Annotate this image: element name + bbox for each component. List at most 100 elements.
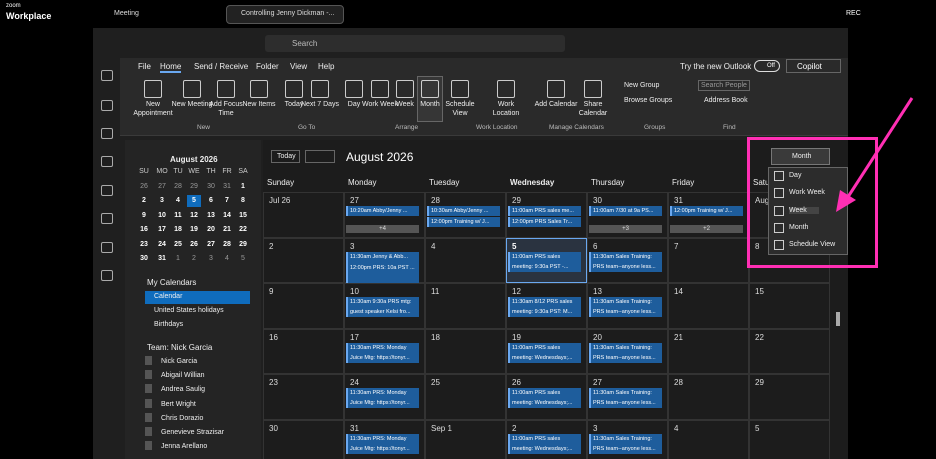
meeting-label[interactable]: Meeting (114, 10, 139, 17)
day-cell[interactable] (587, 192, 668, 238)
day-cell[interactable] (263, 374, 344, 420)
event[interactable]: 10:30am Abby/Jenny ... (427, 206, 500, 216)
calendar-item[interactable]: Andrea Saulig (145, 384, 205, 394)
menu-tab[interactable]: Folder (256, 62, 279, 71)
mini-day[interactable]: 30 (207, 183, 215, 190)
event[interactable]: 11:00am PRS sales meeting: 9:30a PST -..… (508, 251, 581, 272)
ribbon-button[interactable]: New Items (242, 101, 276, 108)
ribbon-small[interactable]: Search People (698, 80, 750, 91)
ribbon-small[interactable]: Address Book (704, 97, 748, 104)
ribbon-button[interactable]: Add Focus Time (209, 101, 243, 117)
view-dropdown[interactable]: Month (771, 148, 830, 165)
day-cell[interactable] (587, 237, 668, 283)
day-cell[interactable] (263, 283, 344, 329)
mini-day[interactable]: 28 (223, 240, 231, 248)
ribbon-button[interactable]: Day (347, 101, 361, 108)
calendar-item[interactable]: United States holidays (154, 307, 224, 314)
event[interactable]: 11:30am PRS: Monday Juice Mtg: https://t… (346, 342, 419, 363)
event[interactable]: 12:00pm PRS: 10a PST ... (346, 262, 419, 283)
mini-day[interactable]: 2 (142, 197, 146, 205)
day-cell[interactable] (749, 374, 830, 420)
menu-tab[interactable]: Help (318, 62, 335, 71)
search-box[interactable] (265, 35, 565, 52)
event[interactable]: 10:20am Abby/Jenny ... (346, 206, 419, 216)
mini-day[interactable]: 5 (241, 255, 245, 262)
nav-icon[interactable] (101, 156, 113, 167)
event[interactable]: 11:00am PRS sales meeting: Wednesdays;..… (508, 342, 581, 363)
day-cell[interactable] (587, 328, 668, 374)
day-cell[interactable] (506, 192, 587, 238)
mini-day[interactable]: 24 (158, 240, 166, 248)
mini-day[interactable]: 21 (223, 226, 231, 234)
mini-day[interactable]: 20 (207, 226, 215, 234)
ribbon-small[interactable]: Browse Groups (624, 97, 673, 104)
day-cell[interactable] (344, 283, 425, 329)
event[interactable]: 12:00pm Training w/ J... (670, 206, 743, 216)
more-events[interactable]: +2 (670, 225, 743, 233)
ribbon-button[interactable]: Week (396, 101, 414, 108)
calendar-item[interactable]: Chris Dorazio (145, 412, 203, 422)
mini-day[interactable]: 11 (174, 211, 182, 219)
mini-day[interactable]: 27 (207, 240, 215, 248)
event[interactable]: 11:30am Sales Training: PRS team--anyone… (589, 297, 662, 317)
day-cell[interactable] (344, 419, 425, 459)
day-cell[interactable] (425, 328, 506, 374)
nav-icon[interactable] (101, 70, 113, 81)
mini-day[interactable]: 3 (160, 197, 164, 205)
day-cell[interactable] (344, 374, 425, 420)
mini-day[interactable]: 3 (209, 255, 213, 262)
day-cell[interactable] (668, 374, 749, 420)
mini-day[interactable]: 1 (176, 255, 180, 262)
event[interactable]: 11:00am PRS sales meeting: Wednesdays;..… (508, 433, 581, 454)
event[interactable]: 11:00am 7/30 at 9a PS... (589, 206, 662, 216)
event[interactable]: 11:30am Sales Training: PRS team--anyone… (589, 433, 662, 454)
view-menu-item[interactable]: Day (789, 172, 802, 179)
nav-icon[interactable] (101, 128, 113, 139)
mini-day[interactable]: 19 (190, 226, 198, 234)
ribbon-button[interactable]: Next 7 Days (300, 101, 340, 108)
day-cell[interactable] (263, 237, 344, 283)
day-cell[interactable] (587, 419, 668, 459)
ribbon-button[interactable]: Today (284, 101, 304, 108)
event[interactable]: 11:30am Sales Training: PRS team--anyone… (589, 342, 662, 363)
mini-day[interactable]: 29 (239, 240, 247, 248)
mini-day[interactable]: 2 (192, 255, 196, 262)
mini-day[interactable]: 7 (225, 197, 229, 205)
day-cell[interactable] (749, 328, 830, 374)
event[interactable]: 11:30am Sales Training: PRS team--anyone… (589, 251, 662, 272)
day-cell[interactable] (263, 419, 344, 459)
event[interactable]: 11:30am Sales Training: PRS team--anyone… (589, 388, 662, 408)
mini-day[interactable]: 30 (140, 255, 148, 262)
calendar-item[interactable]: Calendar (145, 291, 250, 304)
day-cell[interactable] (344, 192, 425, 238)
mini-day[interactable]: 26 (140, 183, 148, 190)
toggle[interactable]: Off (754, 60, 780, 72)
event[interactable]: 11:00am PRS sales meeting: Wednesdays;..… (508, 388, 581, 408)
calendar-item[interactable]: Nick Garcia (145, 356, 197, 365)
view-menu-item[interactable]: Month (789, 223, 809, 231)
mini-day[interactable]: 8 (241, 197, 245, 205)
calendar-item[interactable]: Jenna Arellano (145, 441, 207, 451)
more-events[interactable]: +4 (346, 225, 419, 233)
mini-day[interactable]: 23 (140, 240, 148, 248)
calendar-item[interactable]: Bert Wright (145, 398, 196, 408)
event[interactable]: 11:30am PRS: Monday Juice Mtg: https://t… (346, 388, 419, 408)
mini-day[interactable]: 4 (225, 255, 229, 262)
mini-day[interactable]: 10 (158, 211, 166, 219)
copilot[interactable]: Copilot (786, 59, 841, 73)
mini-day[interactable]: 12 (190, 211, 198, 219)
calendar-item[interactable]: Genevieve Strazisar (145, 427, 224, 436)
day-cell[interactable] (344, 237, 425, 283)
meeting-tab[interactable] (226, 5, 344, 24)
event[interactable]: 11:30am PRS: Monday Juice Mtg: https://t… (346, 433, 419, 454)
day-cell[interactable] (506, 374, 587, 420)
view-menu-item[interactable]: Schedule View (789, 241, 836, 249)
nav-icon[interactable] (101, 185, 113, 196)
day-cell[interactable] (425, 374, 506, 420)
day-cell[interactable] (668, 283, 749, 329)
mini-day[interactable]: 18 (174, 226, 182, 234)
day-cell[interactable] (668, 328, 749, 374)
ribbon-button[interactable]: Work Week (362, 101, 398, 108)
day-cell[interactable] (749, 283, 830, 329)
mini-day[interactable]: 1 (241, 183, 245, 190)
